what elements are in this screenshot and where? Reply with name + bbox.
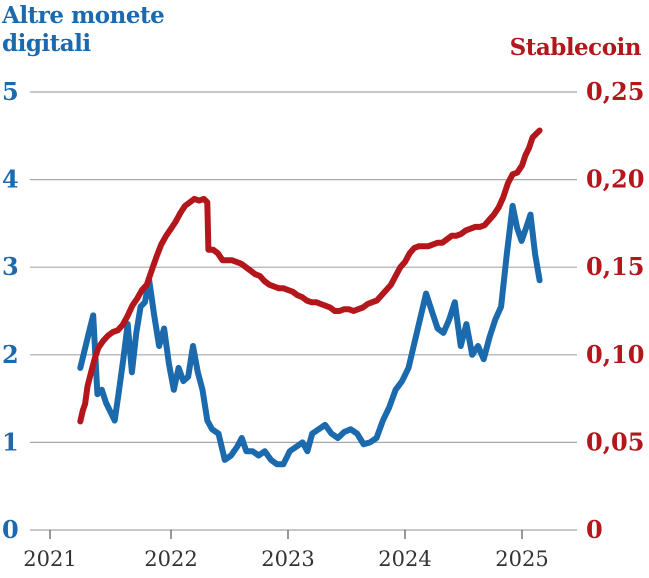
y-left-tick-label: 4 xyxy=(2,165,19,194)
series-line-stablecoin xyxy=(77,127,543,425)
left-axis-title-line2: digitali xyxy=(2,30,91,57)
x-tick-label: 2021 xyxy=(23,547,76,571)
series-line-altre-monete xyxy=(77,202,543,468)
y-right-tick-label: 0,10 xyxy=(586,340,644,369)
y-left-tick-label: 5 xyxy=(2,77,19,106)
right-axis-title: Stablecoin xyxy=(509,34,642,61)
y-left-tick-label: 1 xyxy=(2,427,19,456)
y-left-tick-label: 0 xyxy=(2,515,19,544)
left-axis-title: Altre monete digitali xyxy=(2,2,165,58)
x-tick-label: 2023 xyxy=(261,547,314,571)
y-right-tick-label: 0 xyxy=(586,515,603,544)
x-tick-label: 2025 xyxy=(495,547,548,571)
y-right-tick-label: 0,15 xyxy=(586,252,644,281)
left-axis-title-line1: Altre monete xyxy=(2,2,165,29)
y-left-tick-label: 3 xyxy=(2,252,19,281)
y-right-tick-label: 0,05 xyxy=(586,427,644,456)
y-right-tick-label: 0,20 xyxy=(586,165,644,194)
x-tick-label: 2022 xyxy=(144,547,197,571)
y-right-tick-label: 0,25 xyxy=(586,77,644,106)
x-tick-label: 2024 xyxy=(378,547,431,571)
y-left-tick-label: 2 xyxy=(2,340,19,369)
